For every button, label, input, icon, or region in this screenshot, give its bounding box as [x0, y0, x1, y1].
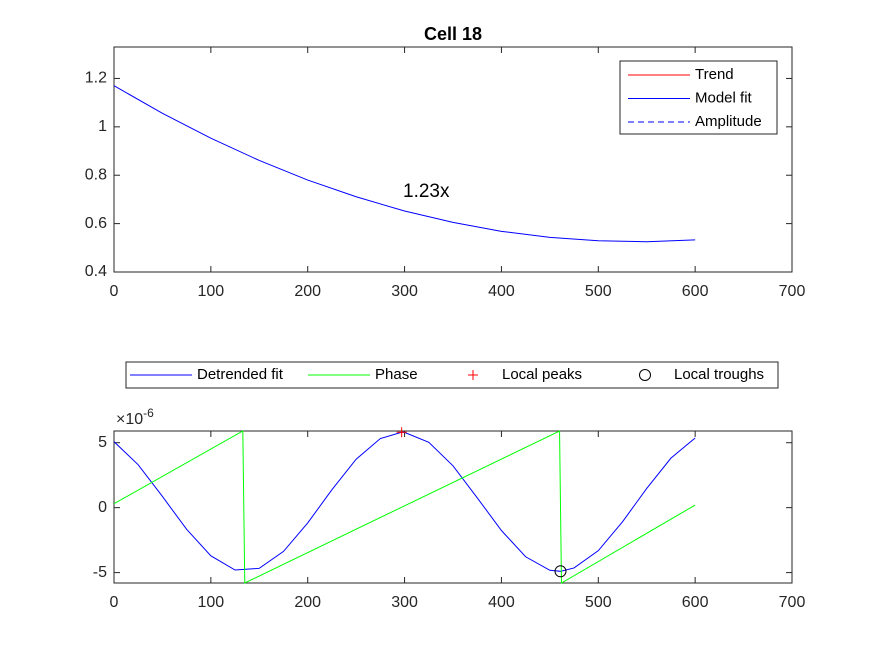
legend-marker: [468, 370, 478, 380]
y-multiplier-exponent: -6: [143, 406, 154, 420]
x-tick-label: 700: [779, 594, 806, 611]
series-line: [114, 85, 696, 243]
legend-box: [619, 60, 778, 135]
x-tick-label: 100: [198, 594, 225, 611]
legend-label: Local peaks: [502, 366, 582, 383]
legend-label: Trend: [695, 66, 734, 83]
x-tick-label: 700: [779, 283, 806, 300]
series-line: [114, 430, 696, 584]
legend-label: Local troughs: [674, 366, 764, 383]
y-tick-label: 1: [98, 118, 107, 135]
legend-box: [125, 361, 779, 389]
x-tick-label: 600: [682, 594, 709, 611]
x-tick-label: 100: [198, 283, 225, 300]
y-multiplier-base: ×10: [116, 411, 143, 428]
legend-marker: [639, 369, 651, 381]
x-tick-label: 200: [294, 283, 321, 300]
x-tick-label: 0: [110, 594, 119, 611]
y-tick-label: 0.8: [85, 166, 107, 183]
x-tick-label: 300: [391, 283, 418, 300]
y-tick-label: 1.2: [85, 70, 107, 87]
chart-title: Cell 18: [424, 24, 482, 44]
y-tick-label: 0: [98, 499, 107, 516]
annotation: 1.23x: [403, 181, 450, 202]
x-tick-label: 500: [585, 283, 612, 300]
data-point: [396, 427, 407, 438]
x-tick-label: 500: [585, 594, 612, 611]
legend-label: Amplitude: [695, 113, 762, 130]
y-tick-label: 0.6: [85, 215, 107, 232]
x-tick-label: 600: [682, 283, 709, 300]
axes-box: [113, 430, 793, 584]
legend-label: Model fit: [695, 89, 753, 106]
y-multiplier: ×10-6: [116, 406, 154, 428]
x-tick-label: 300: [391, 594, 418, 611]
data-point: [554, 565, 567, 578]
y-tick-label: 5: [98, 434, 107, 451]
x-tick-label: 200: [294, 594, 321, 611]
x-tick-label: 400: [488, 283, 515, 300]
y-tick-label: -5: [93, 564, 107, 581]
legend-label: Phase: [375, 366, 418, 383]
y-tick-label: 0.4: [85, 263, 107, 280]
x-tick-label: 400: [488, 594, 515, 611]
x-tick-label: 0: [110, 283, 119, 300]
legend-label: Detrended fit: [197, 366, 284, 383]
